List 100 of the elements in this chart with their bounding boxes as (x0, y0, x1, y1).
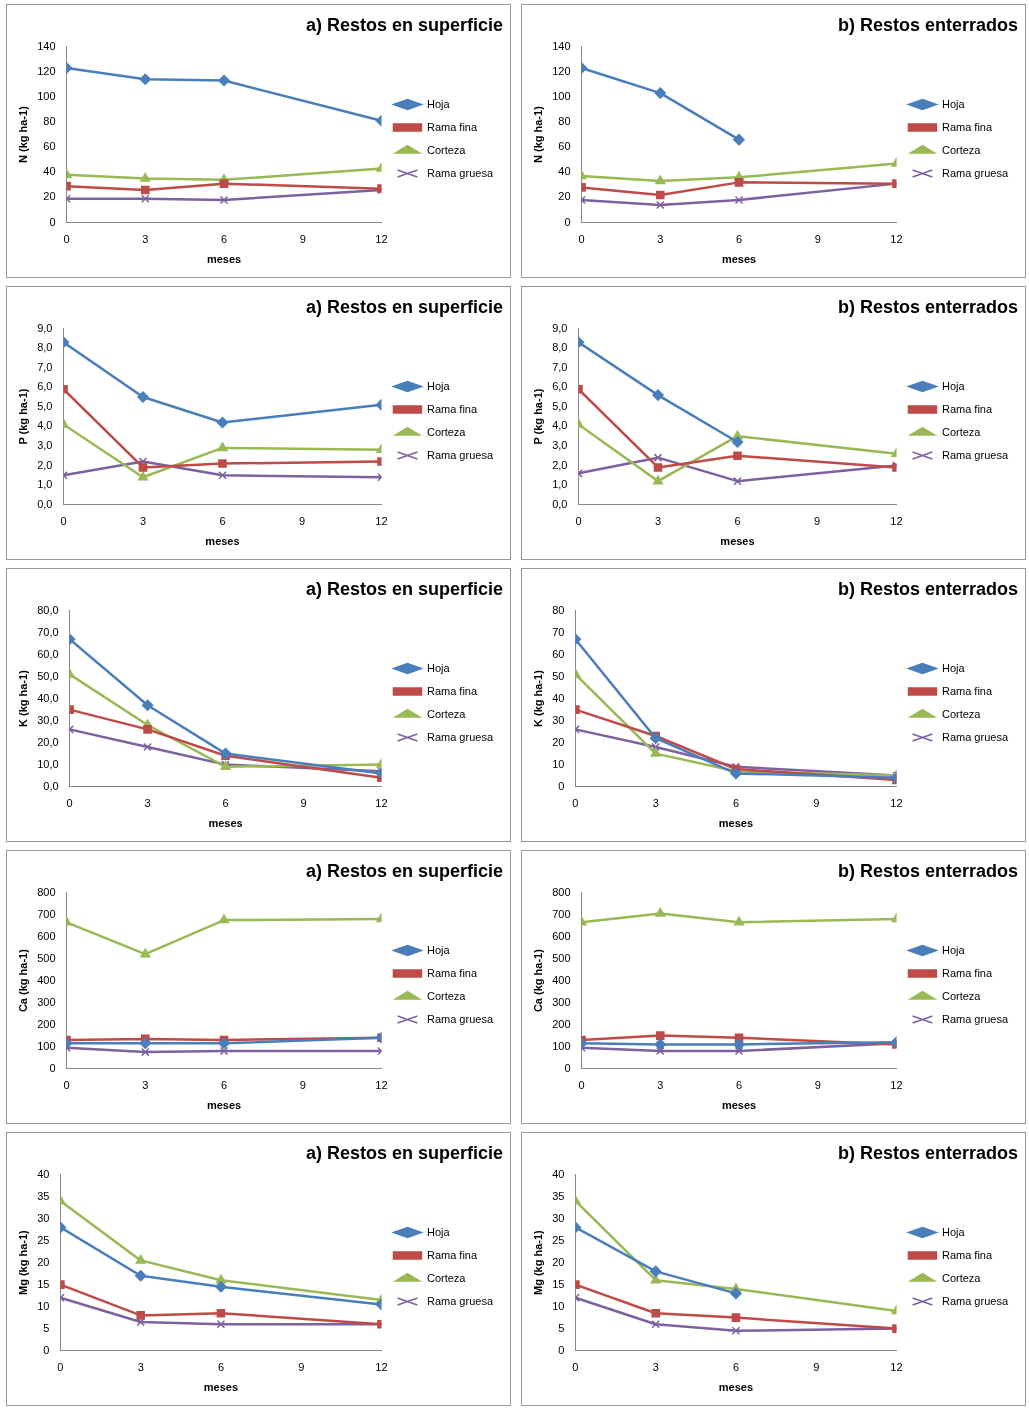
y-tick-label: 10 (37, 1299, 50, 1312)
y-tick-label: 9,0 (552, 321, 568, 334)
x-tick-label: 6 (734, 515, 741, 528)
legend-label: Hoja (941, 97, 966, 110)
chart-title: a) Restos en superficie (305, 860, 503, 881)
legend-label: Corteza (941, 425, 982, 438)
y-axis-title: K (kg ha-1) (531, 669, 544, 728)
y-axis-title: P (kg ha-1) (531, 388, 544, 445)
y-tick-label: 0 (558, 1343, 565, 1356)
y-tick-label: 20 (43, 190, 56, 203)
y-tick-label: 20 (552, 1255, 565, 1268)
x-tick-label: 6 (732, 797, 740, 810)
legend-label: Rama gruesa (941, 1294, 1009, 1307)
y-tick-label: 4,0 (552, 419, 568, 432)
y-tick-label: 800 (552, 885, 571, 898)
y-tick-label: 15 (37, 1277, 50, 1290)
y-tick-label: 70,0 (37, 625, 59, 638)
x-axis-title: meses (718, 1381, 754, 1394)
x-axis-title: meses (203, 1381, 239, 1394)
y-tick-label: 40 (552, 1167, 565, 1180)
y-tick-label: 0 (564, 215, 571, 228)
y-tick-label: 8,0 (552, 341, 568, 354)
y-tick-label: 0 (558, 779, 565, 792)
y-tick-label: 300 (552, 995, 571, 1008)
y-tick-label: 6,0 (37, 380, 53, 393)
y-tick-label: 30 (552, 713, 565, 726)
x-tick-label: 9 (814, 233, 821, 246)
x-tick-label: 9 (298, 1361, 305, 1374)
y-axis-title: Ca (kg ha-1) (16, 948, 29, 1013)
y-tick-label: 500 (552, 951, 571, 964)
legend-label: Rama gruesa (941, 730, 1009, 743)
legend-label: Rama fina (941, 684, 993, 697)
chart-title: b) Restos enterrados (837, 860, 1018, 881)
y-tick-label: 800 (37, 885, 56, 898)
y-tick-label: 500 (37, 951, 56, 964)
y-tick-label: 9,0 (37, 321, 53, 334)
chart-title: a) Restos en superficie (305, 14, 503, 35)
legend-label: Hoja (941, 1225, 966, 1238)
legend-label: Rama fina (426, 684, 478, 697)
x-tick-label: 3 (657, 233, 664, 246)
x-tick-label: 6 (219, 515, 226, 528)
y-tick-label: 10,0 (37, 757, 59, 770)
chart-title: a) Restos en superficie (305, 296, 503, 317)
x-tick-label: 12 (375, 1079, 388, 1092)
y-axis-title: N (kg ha-1) (16, 105, 29, 164)
x-tick-label: 12 (890, 515, 903, 528)
x-tick-label: 6 (735, 233, 743, 246)
y-tick-label: 0,0 (552, 497, 568, 510)
y-tick-label: 200 (552, 1017, 571, 1030)
x-axis-title: meses (721, 1099, 757, 1112)
y-tick-label: 60 (558, 140, 571, 153)
x-tick-label: 0 (63, 233, 70, 246)
x-axis-title: meses (206, 253, 242, 266)
legend-label: Corteza (941, 989, 982, 1002)
x-tick-label: 12 (375, 1361, 388, 1374)
y-tick-label: 7,0 (37, 360, 53, 373)
y-tick-label: 20 (37, 1255, 50, 1268)
legend-label: Hoja (941, 661, 966, 674)
x-tick-label: 9 (300, 797, 307, 810)
y-tick-label: 2,0 (552, 458, 568, 471)
x-tick-label: 12 (375, 515, 388, 528)
legend-label: Hoja (426, 1225, 451, 1238)
y-tick-label: 40 (558, 165, 571, 178)
y-axis-title: K (kg ha-1) (16, 669, 29, 728)
y-tick-label: 10 (552, 1299, 565, 1312)
y-axis-title: Mg (kg ha-1) (16, 1229, 29, 1295)
y-tick-label: 700 (552, 907, 571, 920)
x-tick-label: 3 (142, 1079, 149, 1092)
y-axis-title: Mg (kg ha-1) (531, 1229, 544, 1295)
y-tick-label: 20 (558, 190, 571, 203)
x-axis-title: meses (720, 535, 755, 548)
x-tick-label: 3 (657, 1079, 664, 1092)
x-tick-label: 6 (217, 1361, 225, 1374)
y-tick-label: 50 (552, 669, 565, 682)
x-tick-label: 6 (735, 1079, 743, 1092)
y-tick-label: 3,0 (552, 438, 568, 451)
x-axis-title: meses (718, 817, 754, 830)
y-tick-label: 30 (552, 1211, 565, 1224)
legend-label: Hoja (426, 379, 451, 392)
legend-label: Hoja (426, 943, 451, 956)
y-tick-label: 100 (552, 1039, 571, 1052)
legend-label: Rama fina (426, 966, 478, 979)
y-tick-label: 60,0 (37, 647, 59, 660)
legend-label: Rama fina (426, 402, 478, 415)
x-tick-label: 0 (578, 233, 585, 246)
y-tick-label: 80 (558, 115, 571, 128)
y-tick-label: 15 (552, 1277, 565, 1290)
y-tick-label: 100 (37, 1039, 56, 1052)
x-tick-label: 0 (572, 797, 579, 810)
chart-title: a) Restos en superficie (305, 578, 503, 599)
y-axis-title: Ca (kg ha-1) (531, 948, 544, 1013)
x-tick-label: 0 (63, 1079, 70, 1092)
legend-label: Hoja (426, 97, 451, 110)
chart-title: b) Restos enterrados (837, 296, 1018, 317)
legend-label: Rama gruesa (941, 1012, 1009, 1025)
legend-label: Rama gruesa (426, 166, 494, 179)
y-tick-label: 8,0 (37, 341, 53, 354)
y-tick-label: 0 (49, 1061, 56, 1074)
y-tick-label: 1,0 (552, 478, 568, 491)
x-tick-label: 3 (137, 1361, 144, 1374)
